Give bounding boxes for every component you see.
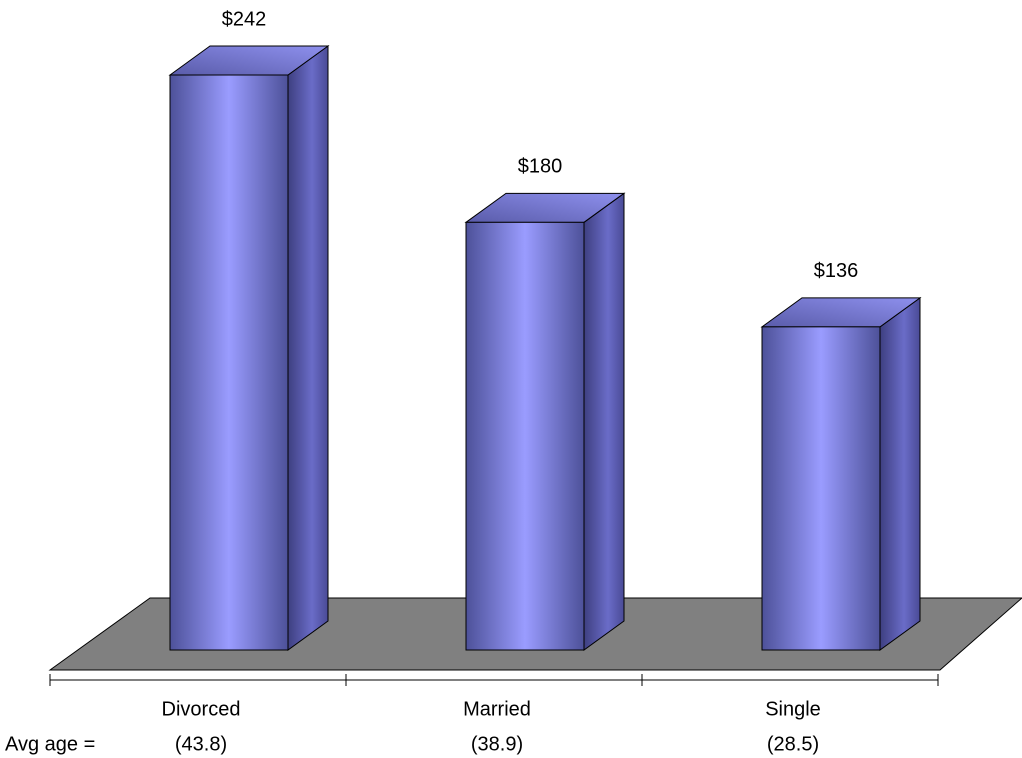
bar-front [761, 326, 881, 651]
age-label: (38.9) [471, 733, 523, 755]
bar-side [583, 192, 625, 651]
value-label: $180 [518, 156, 563, 178]
x-tick-label: Single [765, 698, 821, 720]
age-label: (43.8) [175, 733, 227, 755]
value-label: $136 [814, 260, 859, 282]
value-label: $242 [222, 8, 267, 30]
bar-front [465, 221, 585, 651]
row-label: Avg age = [5, 733, 95, 755]
bar [464, 192, 626, 651]
bar [760, 296, 922, 651]
bar [168, 45, 330, 651]
bar-front [169, 74, 289, 651]
bar-side [879, 296, 921, 651]
bar-side [287, 45, 329, 651]
x-tick-label: Married [463, 698, 531, 720]
x-tick-label: Divorced [162, 698, 241, 720]
age-label: (28.5) [767, 733, 819, 755]
